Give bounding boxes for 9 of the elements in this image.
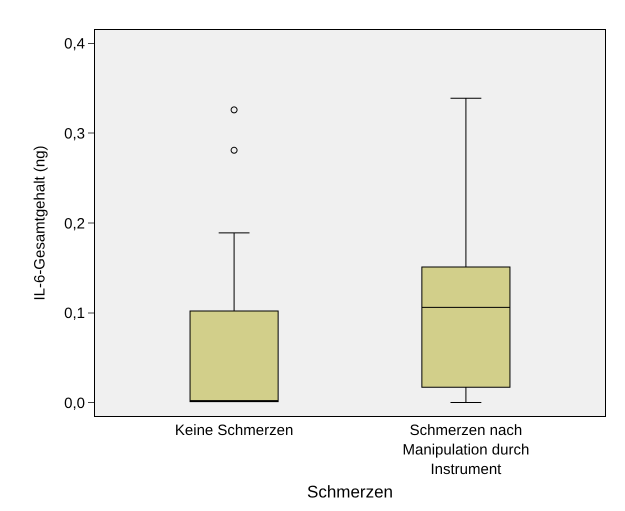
x-tick-label: Keine Schmerzen xyxy=(174,422,294,439)
x-tick-label: Schmerzen nach Manipulation durch Instrument xyxy=(402,422,530,478)
y-tick-label: 0,1 xyxy=(64,305,85,322)
y-axis-title: IL-6-Gesamtgehalt (ng) xyxy=(31,145,48,301)
y-tick-label: 0,4 xyxy=(64,36,85,53)
x-axis-title: Schmerzen xyxy=(307,482,393,502)
y-tick-label: 0,2 xyxy=(64,215,85,232)
y-tick-label: 0,3 xyxy=(64,125,85,142)
y-tick-label: 0,0 xyxy=(64,394,85,412)
